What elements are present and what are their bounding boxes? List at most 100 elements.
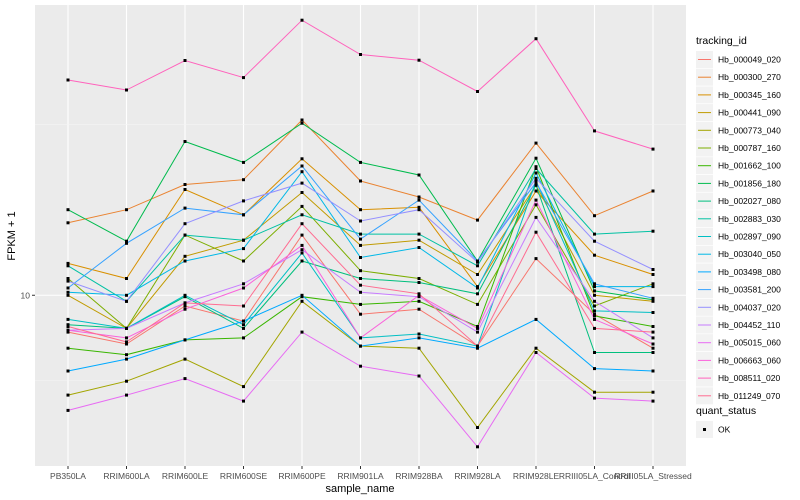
data-point bbox=[476, 273, 479, 276]
data-point bbox=[359, 256, 362, 259]
data-point bbox=[183, 259, 187, 263]
data-point bbox=[476, 325, 479, 328]
data-point bbox=[300, 213, 304, 217]
data-point bbox=[534, 189, 538, 193]
data-point bbox=[651, 336, 655, 340]
data-point bbox=[534, 203, 538, 207]
data-point bbox=[476, 264, 479, 268]
data-point bbox=[593, 309, 596, 313]
data-point bbox=[183, 293, 187, 297]
data-point bbox=[534, 230, 538, 234]
legend-label: Hb_000787_160 bbox=[718, 143, 781, 153]
data-point bbox=[66, 78, 70, 82]
data-point bbox=[593, 326, 596, 330]
data-point bbox=[242, 213, 245, 217]
data-point bbox=[242, 286, 245, 290]
data-point bbox=[651, 351, 655, 354]
data-point bbox=[417, 198, 421, 202]
data-point bbox=[183, 307, 187, 311]
data-point bbox=[242, 385, 245, 389]
data-point bbox=[242, 238, 245, 242]
data-point bbox=[651, 399, 655, 403]
data-point bbox=[66, 323, 70, 327]
legend-label: Hb_000345_160 bbox=[718, 90, 781, 100]
x-tick-label: RRIM600PE bbox=[278, 471, 326, 481]
data-point bbox=[66, 369, 70, 373]
legend-label: Hb_000049_020 bbox=[718, 55, 781, 65]
legend-label: Hb_002883_030 bbox=[718, 214, 781, 224]
data-point bbox=[300, 233, 304, 237]
data-point bbox=[417, 292, 421, 296]
data-point bbox=[242, 199, 245, 203]
data-point bbox=[417, 238, 421, 242]
data-point bbox=[534, 156, 538, 160]
data-point bbox=[66, 261, 70, 265]
data-point bbox=[66, 221, 70, 225]
x-tick-label: RRIII05LA_Stressed bbox=[614, 471, 692, 481]
data-point bbox=[476, 260, 479, 264]
legend-label: Hb_000773_040 bbox=[718, 125, 781, 135]
data-point bbox=[359, 336, 362, 340]
data-point bbox=[593, 214, 596, 218]
data-point bbox=[242, 160, 245, 164]
data-point bbox=[359, 179, 362, 183]
data-point bbox=[125, 326, 128, 330]
data-point bbox=[593, 367, 596, 371]
data-point bbox=[359, 290, 362, 294]
data-point bbox=[300, 118, 304, 122]
data-point bbox=[300, 243, 304, 247]
legend-title-quant-status: quant_status bbox=[696, 405, 756, 417]
legend-label: Hb_005015_060 bbox=[718, 338, 781, 348]
x-tick-label: PB350LA bbox=[50, 471, 86, 481]
data-point bbox=[183, 59, 187, 62]
data-point bbox=[125, 353, 128, 357]
legend-title-tracking-id: tracking_id bbox=[696, 35, 747, 47]
data-point bbox=[242, 326, 245, 330]
data-point bbox=[359, 208, 362, 212]
data-point bbox=[593, 253, 596, 257]
data-point bbox=[300, 18, 304, 22]
data-point bbox=[534, 165, 538, 169]
data-point bbox=[534, 37, 538, 41]
x-axis-title: sample_name bbox=[325, 483, 394, 495]
data-point bbox=[534, 183, 538, 187]
legend-label: Hb_003498_080 bbox=[718, 267, 781, 277]
data-point bbox=[593, 282, 596, 286]
data-point bbox=[534, 215, 538, 219]
data-point bbox=[183, 338, 187, 342]
data-point bbox=[300, 121, 304, 125]
data-point bbox=[417, 246, 421, 249]
data-point bbox=[651, 147, 655, 151]
data-point bbox=[651, 268, 655, 271]
data-point bbox=[417, 299, 421, 303]
data-point bbox=[651, 390, 655, 394]
data-point bbox=[417, 173, 421, 177]
x-tick-label: RRIM600LE bbox=[162, 471, 209, 481]
data-point bbox=[183, 304, 187, 308]
data-point bbox=[300, 157, 304, 161]
data-point bbox=[593, 312, 596, 316]
data-point bbox=[183, 357, 187, 361]
data-point bbox=[300, 251, 304, 255]
data-point bbox=[183, 222, 187, 226]
data-point bbox=[534, 171, 538, 175]
data-point bbox=[300, 293, 304, 297]
data-point bbox=[125, 340, 128, 344]
legend-label: Hb_001856_180 bbox=[718, 178, 781, 188]
legend-label: Hb_011249_070 bbox=[718, 391, 781, 401]
data-point bbox=[359, 277, 362, 280]
data-point bbox=[125, 88, 128, 92]
data-point bbox=[476, 426, 479, 429]
data-point bbox=[534, 176, 538, 180]
x-tick-label: RRIM928BA bbox=[395, 471, 443, 481]
data-point bbox=[125, 342, 128, 346]
data-point bbox=[66, 208, 70, 212]
data-point bbox=[300, 204, 304, 208]
data-point bbox=[66, 286, 70, 290]
data-point bbox=[183, 188, 187, 191]
data-point bbox=[242, 76, 245, 80]
data-point bbox=[183, 254, 187, 258]
data-point bbox=[593, 289, 596, 293]
data-point bbox=[125, 241, 128, 245]
data-point bbox=[476, 344, 479, 348]
